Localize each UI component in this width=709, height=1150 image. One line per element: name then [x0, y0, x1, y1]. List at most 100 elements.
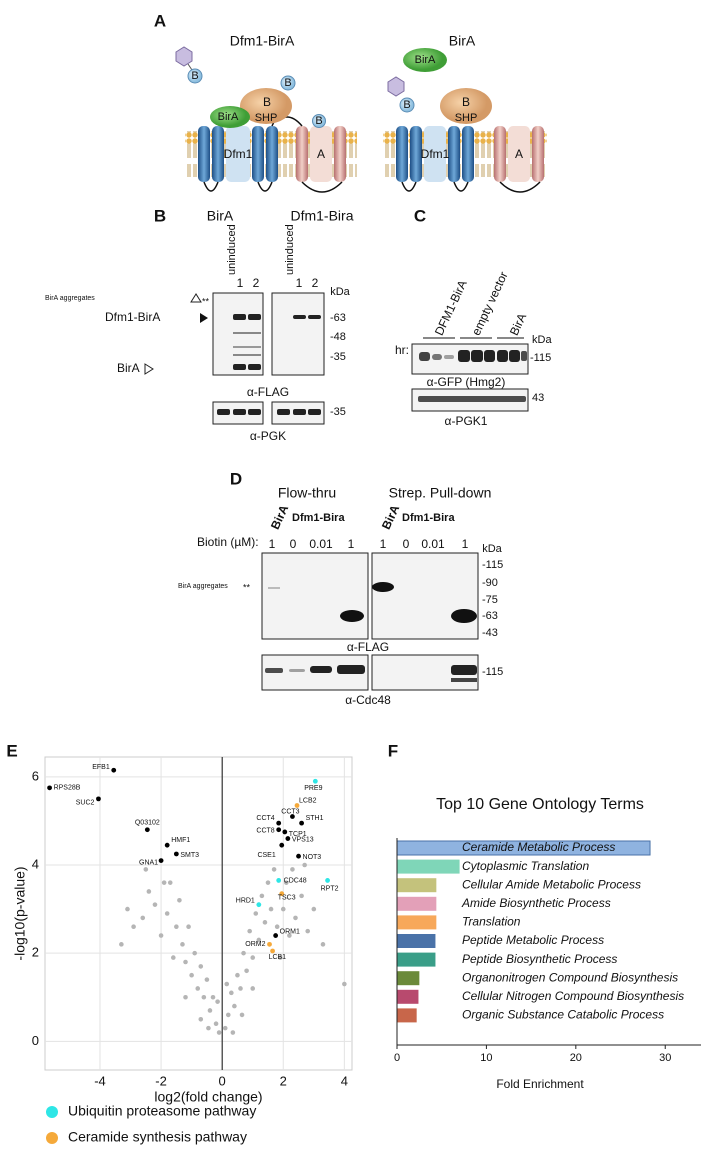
point	[277, 955, 283, 960]
point	[146, 889, 152, 894]
dose-label: 0	[290, 537, 297, 551]
x-tick-label: -4	[94, 1073, 106, 1088]
gene-label: GNA1	[139, 859, 158, 866]
dose-label: 0.01	[309, 537, 333, 551]
gene-label: CCT3	[281, 808, 299, 815]
diagram-label: SHP	[255, 112, 278, 124]
point	[253, 911, 259, 916]
blot-label: α-FLAG	[247, 385, 289, 399]
x-tick-label: 20	[570, 1052, 582, 1064]
strain-label: BirA	[268, 502, 292, 531]
dose-labels: 1 0 0.01 1 1 0 0.01 1	[269, 537, 469, 551]
gene-label: ORM2	[245, 941, 265, 948]
dose-label: 0	[403, 537, 410, 551]
gene-point	[294, 803, 300, 808]
shp-protein	[240, 88, 292, 124]
marker: -75	[482, 594, 498, 606]
gene-label: RPS28B	[54, 785, 81, 792]
gene-point	[96, 796, 101, 802]
marker: -43	[482, 627, 498, 639]
diagram-label: A	[317, 147, 325, 161]
band-label: BirA aggregates	[178, 583, 228, 590]
point	[207, 1008, 213, 1013]
point	[170, 955, 176, 960]
kda-label: kDa	[482, 543, 502, 555]
category-label: Amide Biosynthetic Process	[461, 896, 611, 910]
point	[213, 1021, 219, 1027]
bar	[397, 934, 436, 948]
gene-point	[312, 778, 318, 784]
category-label: Peptide Biosynthetic Process	[462, 952, 617, 966]
gene-point	[144, 827, 150, 833]
bar	[397, 952, 436, 967]
bands	[265, 665, 477, 682]
lane-label: 1	[237, 276, 244, 290]
x-tick-label: 10	[480, 1052, 492, 1064]
point	[224, 981, 230, 987]
blot	[271, 292, 325, 376]
dose-label: 1	[462, 537, 469, 551]
y-tick-label: 6	[32, 768, 39, 783]
marker: -115	[482, 666, 503, 678]
blot-label: α-PGK	[250, 429, 286, 443]
point	[250, 986, 256, 991]
gene-point	[299, 820, 304, 826]
panel-label: C	[414, 206, 426, 225]
strain-label: BirA	[379, 502, 403, 531]
point	[198, 964, 204, 969]
dose-label: 1	[269, 537, 276, 551]
panel-title: Strep. Pull-down	[389, 485, 492, 501]
panel-a: A Dfm1-BirA BirA B B B B BirA SHP Dfm1 A…	[154, 11, 547, 193]
point	[177, 897, 182, 903]
point	[244, 968, 249, 974]
biotin-circle	[280, 75, 296, 91]
gene-label: NOT3	[303, 854, 322, 861]
gene-label: LCB1	[269, 954, 287, 961]
triangle	[190, 293, 202, 303]
blot-label: α-FLAG	[347, 640, 389, 654]
diagram-label: B	[263, 95, 271, 109]
point	[152, 902, 158, 907]
point	[302, 862, 307, 868]
point	[201, 994, 207, 1000]
point	[215, 999, 220, 1004]
gene-label: ORM1	[280, 928, 300, 935]
point	[140, 915, 146, 921]
gene-label: TCP1	[289, 831, 307, 838]
gene-point	[270, 948, 275, 954]
gene-point	[296, 853, 301, 859]
category-label: Peptide Metabolic Process	[462, 933, 604, 947]
diagram-label: B	[403, 99, 410, 111]
bar	[397, 971, 420, 986]
band-label: BirA	[117, 361, 140, 375]
marker: -48	[330, 331, 346, 343]
panel-label: D	[230, 469, 242, 488]
bira-protein	[403, 48, 447, 72]
gene-point	[256, 902, 262, 908]
gene-label: HRD1	[236, 898, 255, 905]
point	[250, 955, 256, 960]
group-label: BirA	[507, 311, 529, 337]
point	[131, 924, 136, 930]
point	[256, 937, 262, 943]
point	[216, 1030, 222, 1035]
point	[167, 880, 173, 885]
blot	[261, 552, 369, 640]
category-label: Translation	[462, 915, 521, 929]
gene-point	[273, 933, 279, 938]
point	[125, 906, 130, 912]
hr-label: hr:	[395, 343, 409, 357]
gene-label: PRE9	[304, 785, 322, 792]
point	[222, 1025, 228, 1031]
a-protein	[494, 126, 544, 193]
panel-label: A	[154, 11, 166, 30]
point	[180, 942, 185, 947]
x-tick-label: 4	[341, 1073, 348, 1088]
panel-label: E	[6, 741, 17, 760]
bira-protein	[210, 106, 250, 128]
point	[198, 1017, 204, 1022]
point	[204, 977, 210, 982]
bar	[397, 1008, 417, 1023]
point	[183, 959, 188, 965]
group-label: DFM1-BirA	[432, 278, 470, 338]
